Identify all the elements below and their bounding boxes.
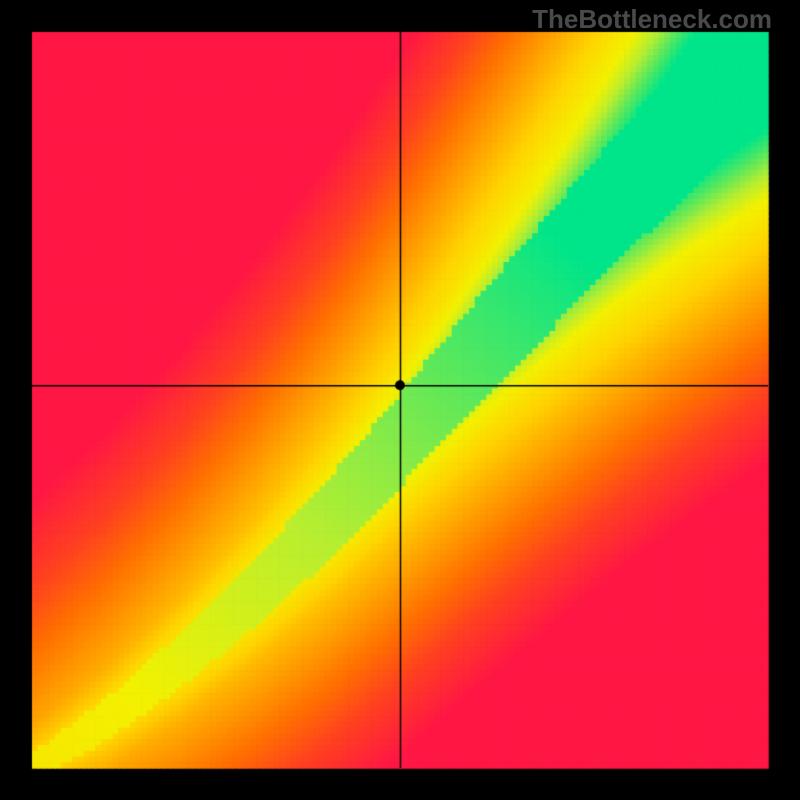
watermark-text: TheBottleneck.com xyxy=(532,4,772,35)
figure-root: TheBottleneck.com xyxy=(0,0,800,800)
bottleneck-heatmap-canvas xyxy=(0,0,800,800)
